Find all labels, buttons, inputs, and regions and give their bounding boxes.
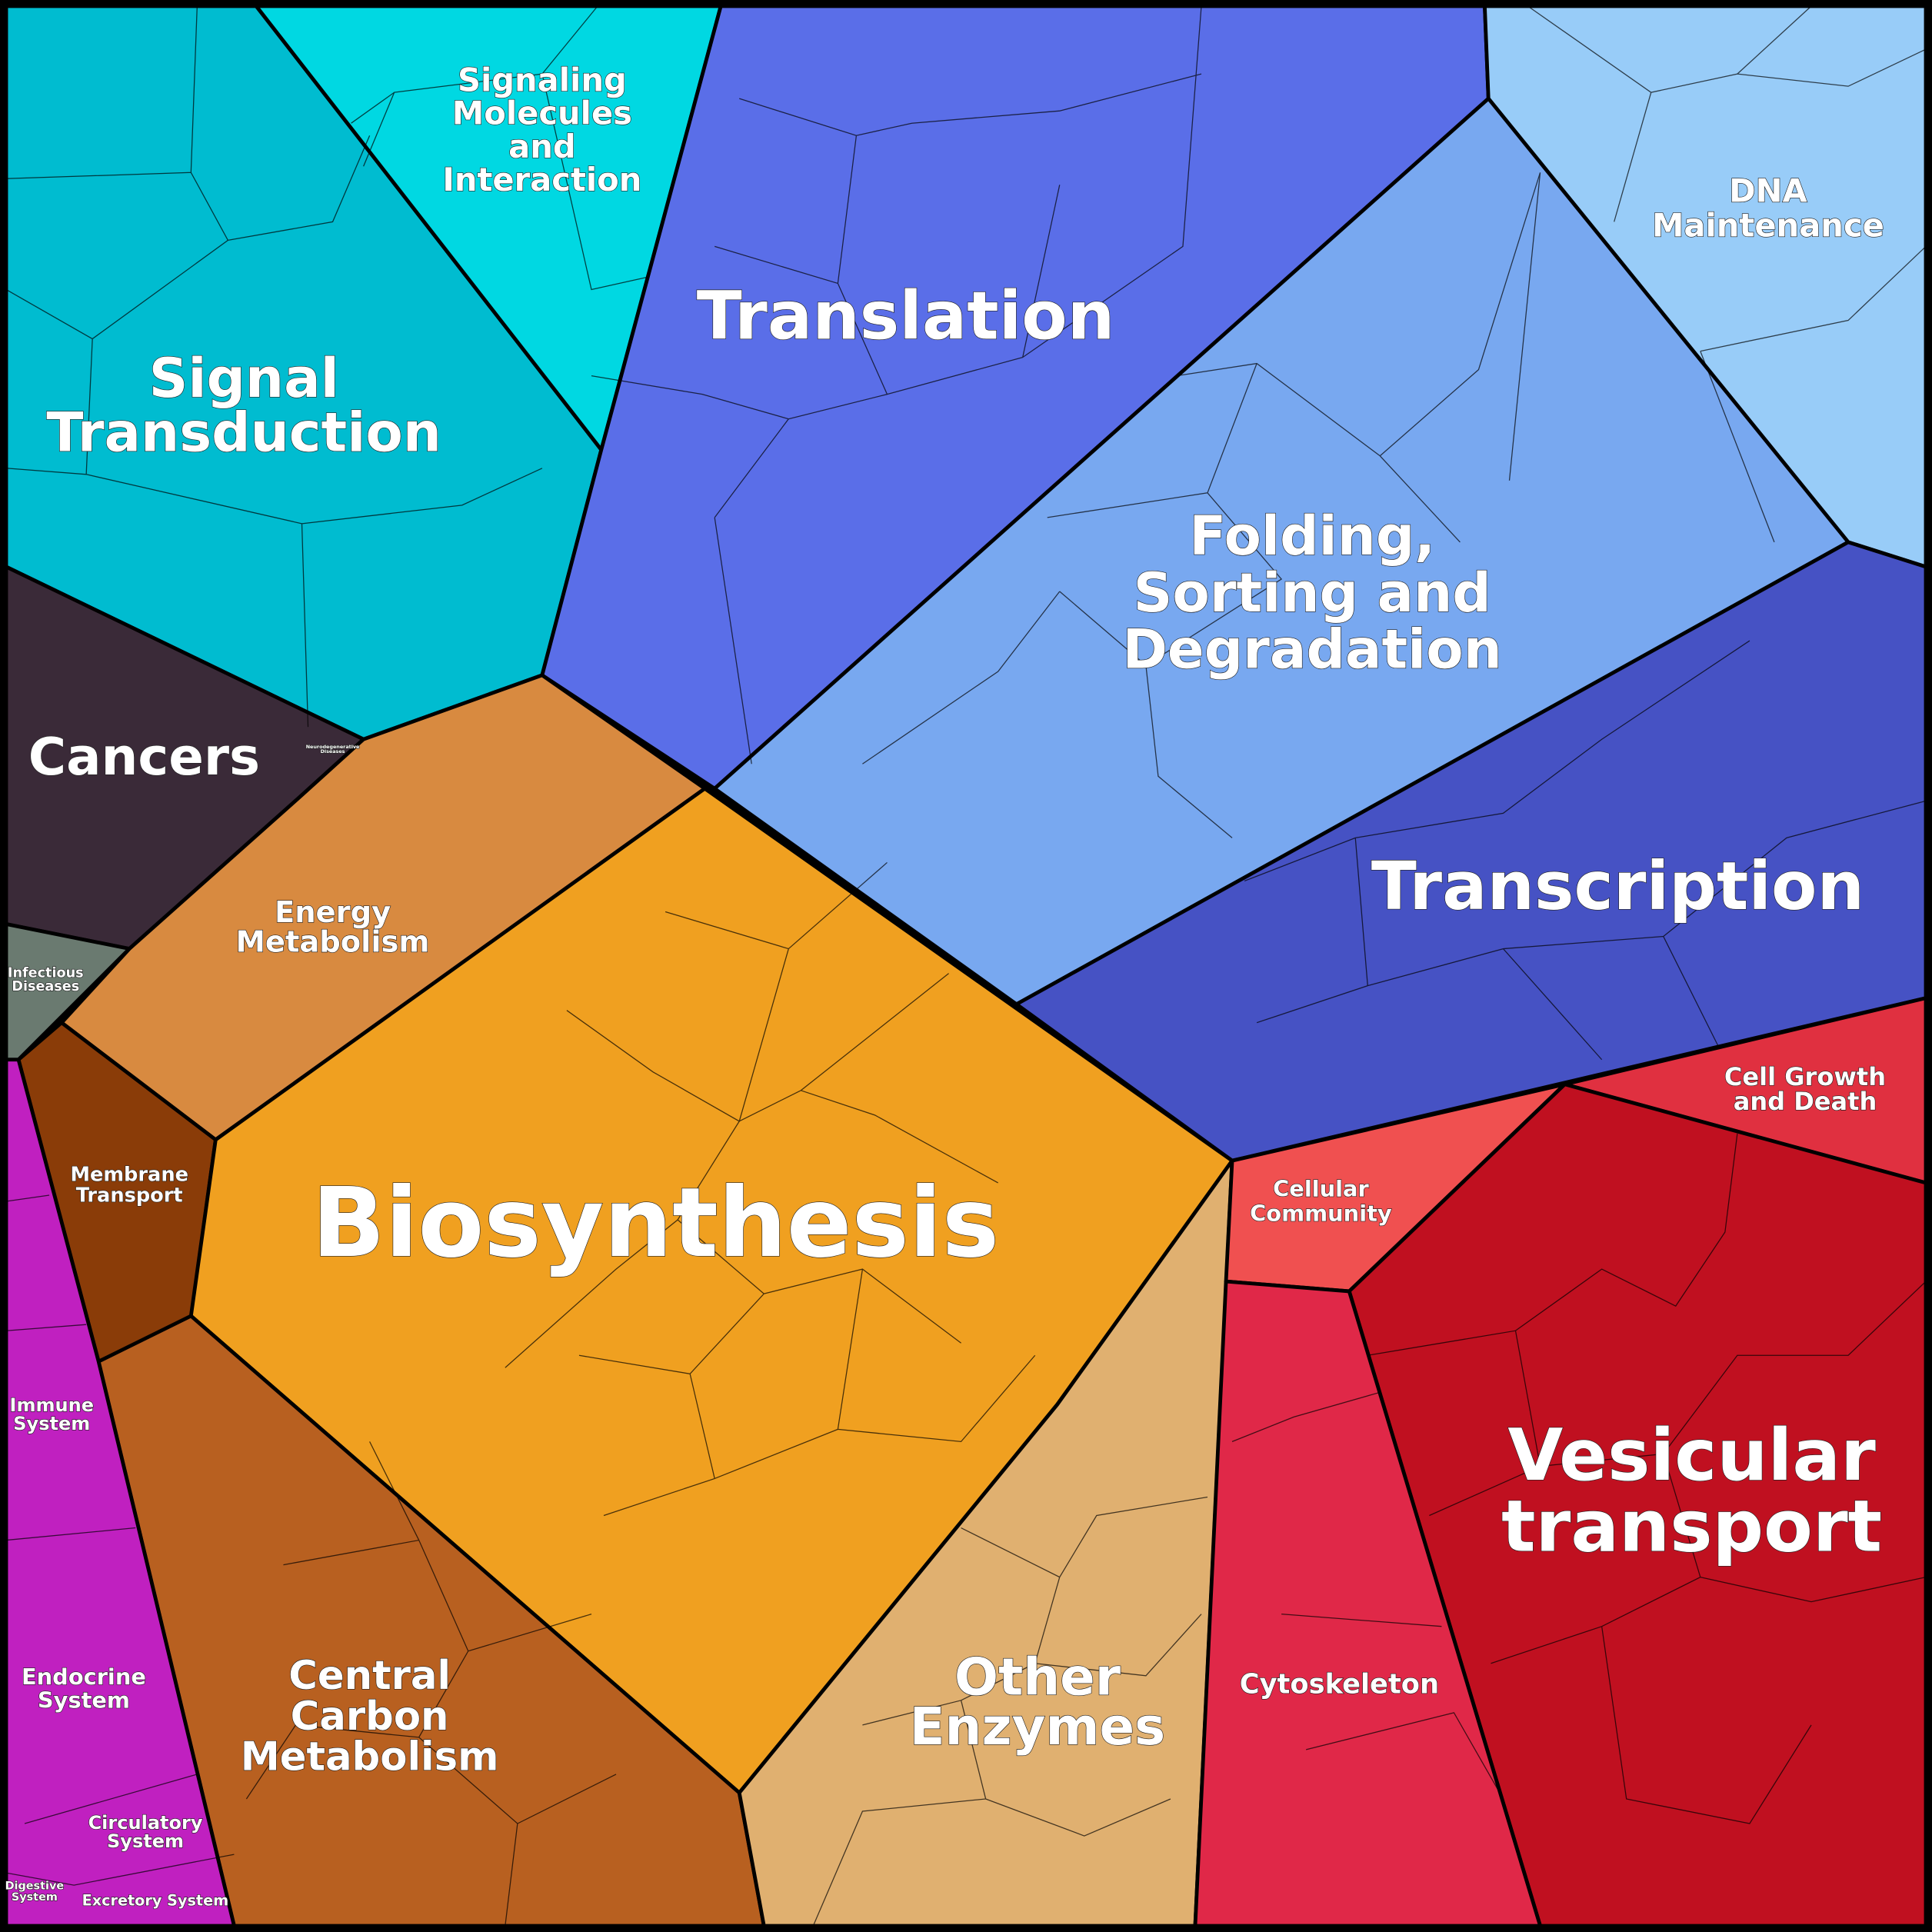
label-line: Interaction [442, 161, 641, 198]
label-line: Cell Growth [1724, 1062, 1886, 1091]
cytoskeleton-region [1193, 1279, 1542, 1928]
cell-lines [245, 1441, 617, 1927]
cell-lines [505, 861, 1036, 1517]
label-line: Neurodegenerative [306, 744, 360, 750]
label-line: and [508, 128, 576, 165]
label-line: Vesicular [1507, 1414, 1876, 1497]
label-line: Signal [149, 347, 339, 410]
cell-lines [1244, 640, 1927, 1061]
region-label: Folding, Sorting and Degradation [1122, 505, 1501, 681]
region-label: Circulatory System [88, 1812, 203, 1852]
regions [4, 4, 1928, 1928]
label-line: Central [288, 1653, 451, 1699]
label-line: System [13, 1413, 90, 1434]
label-line: Metabolism [241, 1734, 499, 1780]
label-line: Transduction [46, 401, 441, 465]
label-line: Digestive [5, 1880, 65, 1893]
label-line: Signaling [458, 61, 627, 98]
label-line: Endocrine [22, 1664, 146, 1690]
cell-lines [862, 172, 1541, 838]
cell-lines [591, 5, 1202, 764]
label-line: Sorting and [1134, 561, 1491, 625]
label-line: Enzymes [910, 1697, 1166, 1757]
label-line: Cancers [28, 727, 260, 787]
label-line: System [12, 1891, 58, 1904]
label-line: Membrane [70, 1163, 188, 1186]
label-line: Folding, [1189, 505, 1435, 568]
region-label: Cell Growth and Death [1724, 1062, 1886, 1116]
region-label: Biosynthesis [311, 1168, 999, 1279]
cell-lines [5, 5, 543, 728]
label-line: Community [1250, 1201, 1392, 1227]
label-line: Immune [10, 1394, 94, 1416]
label-line: Diseases [321, 748, 345, 754]
label-line: Diseases [12, 979, 79, 994]
region-label: Excretory System [82, 1891, 229, 1909]
region-label: Transcription [1371, 848, 1864, 925]
region-label: Neurodegenerative Diseases [306, 744, 360, 754]
region-label: DNA Maintenance [1652, 172, 1884, 245]
label-line: Other [954, 1647, 1121, 1707]
cell-lines [351, 5, 648, 291]
label-line: System [38, 1687, 130, 1713]
label-line: Cytoskeleton [1240, 1669, 1439, 1700]
label-line: Maintenance [1652, 206, 1884, 244]
region-label: Other Enzymes [910, 1647, 1166, 1757]
region-label: Digestive System [5, 1880, 65, 1904]
region-label: Cytoskeleton [1240, 1669, 1439, 1700]
region-label: Cancers [28, 727, 260, 787]
region-label: Energy Metabolism [236, 895, 430, 959]
region-label: Signaling Molecules and Interaction [442, 61, 641, 198]
cell-lines [5, 1194, 235, 1886]
region-label: Signal Transduction [46, 347, 441, 464]
label-line: transport [1501, 1485, 1882, 1568]
region-label: Endocrine System [22, 1664, 146, 1713]
label-line: Cellular [1273, 1176, 1369, 1202]
label-line: Translation [697, 278, 1115, 355]
label-line: Transport [76, 1184, 183, 1208]
region-label: Translation [697, 278, 1115, 355]
label-line: Infectious [8, 966, 84, 981]
label-line: Biosynthesis [311, 1168, 999, 1279]
region-label: Infectious Diseases [8, 966, 84, 995]
human-systems-region [4, 1058, 236, 1928]
label-line: Metabolism [236, 925, 430, 960]
other-enzymes-region [737, 1158, 1234, 1928]
label-line: and Death [1734, 1087, 1877, 1116]
cells [5, 5, 1927, 1927]
label-line: DNA [1729, 172, 1807, 210]
label-line: Degradation [1122, 618, 1501, 681]
region-label: Vesicular transport [1501, 1414, 1882, 1568]
label-line: Energy [275, 895, 391, 930]
label-line: Transcription [1371, 848, 1864, 925]
label-line: System [107, 1830, 184, 1852]
cell-lines [1367, 1133, 1927, 1824]
region-label: Central Carbon Metabolism [241, 1653, 499, 1780]
label-line: Carbon [291, 1694, 449, 1740]
region-label: Membrane Transport [70, 1163, 188, 1207]
region-label: Cellular Community [1250, 1176, 1392, 1227]
label-line: Circulatory [88, 1812, 203, 1834]
label-line: Excretory System [82, 1891, 229, 1909]
cell-lines [1231, 1391, 1504, 1800]
region-label: Immune System [10, 1394, 94, 1434]
label-line: Molecules [452, 95, 632, 132]
cell-lines [812, 1496, 1208, 1927]
cell-lines [1527, 5, 1927, 543]
